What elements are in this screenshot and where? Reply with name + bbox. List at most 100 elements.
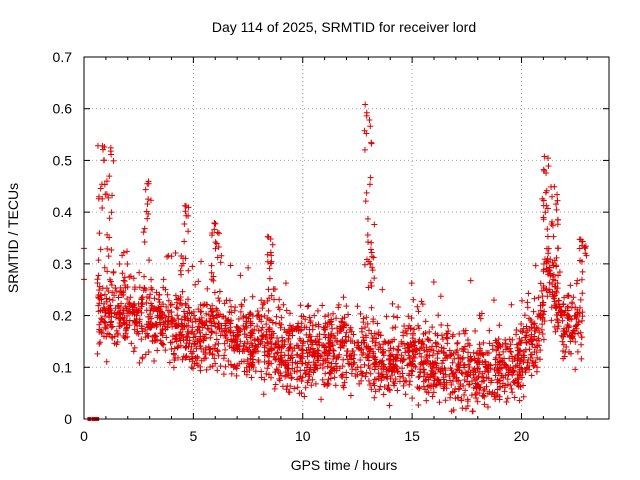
data-point xyxy=(415,385,422,392)
data-point xyxy=(320,324,327,331)
data-point xyxy=(429,324,436,331)
data-point xyxy=(182,344,189,351)
data-point xyxy=(389,372,396,379)
data-point xyxy=(410,296,417,303)
data-point xyxy=(380,391,387,398)
data-point xyxy=(496,393,503,400)
data-point xyxy=(322,370,329,377)
data-point xyxy=(141,225,148,232)
data-point xyxy=(401,323,408,330)
data-point xyxy=(537,347,544,354)
data-point xyxy=(362,332,369,339)
data-point xyxy=(309,345,316,352)
data-point xyxy=(444,322,451,329)
data-point xyxy=(454,340,461,347)
data-point xyxy=(144,200,151,207)
data-point xyxy=(306,314,313,321)
data-point xyxy=(530,308,537,315)
data-point xyxy=(282,369,289,376)
data-point xyxy=(438,344,445,351)
data-point xyxy=(124,248,131,255)
data-point xyxy=(456,330,463,337)
data-point xyxy=(227,262,234,269)
x-tick-label: 0 xyxy=(80,428,88,444)
data-point xyxy=(578,276,585,283)
data-point xyxy=(104,268,111,275)
data-point xyxy=(265,307,272,314)
data-point xyxy=(250,364,257,371)
data-point xyxy=(249,342,256,349)
x-tick-label: 15 xyxy=(404,428,420,444)
data-point xyxy=(561,353,568,360)
data-point xyxy=(462,387,469,394)
data-point xyxy=(278,314,285,321)
data-point xyxy=(560,311,567,318)
data-point xyxy=(390,313,397,320)
data-point xyxy=(546,286,553,293)
data-point xyxy=(300,313,307,320)
data-point xyxy=(543,187,550,194)
data-point xyxy=(106,234,113,241)
data-point xyxy=(122,303,129,310)
data-point xyxy=(431,374,438,381)
data-point xyxy=(553,254,560,261)
data-point xyxy=(198,357,205,364)
data-point xyxy=(172,355,179,362)
data-point xyxy=(429,393,436,400)
data-point xyxy=(212,245,219,252)
data-point xyxy=(235,332,242,339)
data-point xyxy=(367,246,374,253)
data-point xyxy=(95,292,102,299)
data-point xyxy=(276,361,283,368)
data-point xyxy=(476,341,483,348)
data-point xyxy=(472,327,479,334)
data-point xyxy=(549,281,556,288)
data-point xyxy=(528,372,535,379)
data-point xyxy=(275,343,282,350)
data-point xyxy=(534,325,541,332)
data-point xyxy=(97,339,104,346)
data-point xyxy=(537,280,544,287)
data-point xyxy=(402,391,409,398)
data-point xyxy=(470,384,477,391)
data-point xyxy=(499,357,506,364)
data-point xyxy=(163,303,170,310)
data-point xyxy=(207,364,214,371)
data-point xyxy=(526,346,533,353)
data-point xyxy=(375,370,382,377)
data-point xyxy=(358,377,365,384)
data-point xyxy=(248,374,255,381)
data-point xyxy=(148,284,155,291)
data-point xyxy=(94,142,101,149)
data-point xyxy=(226,343,233,350)
data-point xyxy=(505,369,512,376)
data-point xyxy=(377,358,384,365)
data-point xyxy=(461,364,468,371)
data-point xyxy=(144,215,151,222)
data-point xyxy=(551,298,558,305)
data-point xyxy=(579,268,586,275)
data-point xyxy=(272,381,279,388)
data-point xyxy=(304,338,311,345)
data-point xyxy=(339,371,346,378)
data-point xyxy=(351,359,358,366)
data-point xyxy=(309,352,316,359)
data-point xyxy=(173,296,180,303)
data-point xyxy=(265,358,272,365)
data-point xyxy=(553,262,560,269)
data-point xyxy=(364,351,371,358)
data-point xyxy=(152,333,159,340)
data-point xyxy=(211,289,218,296)
data-point xyxy=(205,326,212,333)
data-point xyxy=(452,369,459,376)
data-point xyxy=(172,292,179,299)
data-point xyxy=(208,262,215,269)
data-point xyxy=(418,353,425,360)
data-point xyxy=(263,328,270,335)
data-point xyxy=(514,382,521,389)
data-point xyxy=(135,308,142,315)
data-point xyxy=(549,289,556,296)
data-point xyxy=(311,366,318,373)
data-point xyxy=(508,301,515,308)
data-point xyxy=(573,322,580,329)
